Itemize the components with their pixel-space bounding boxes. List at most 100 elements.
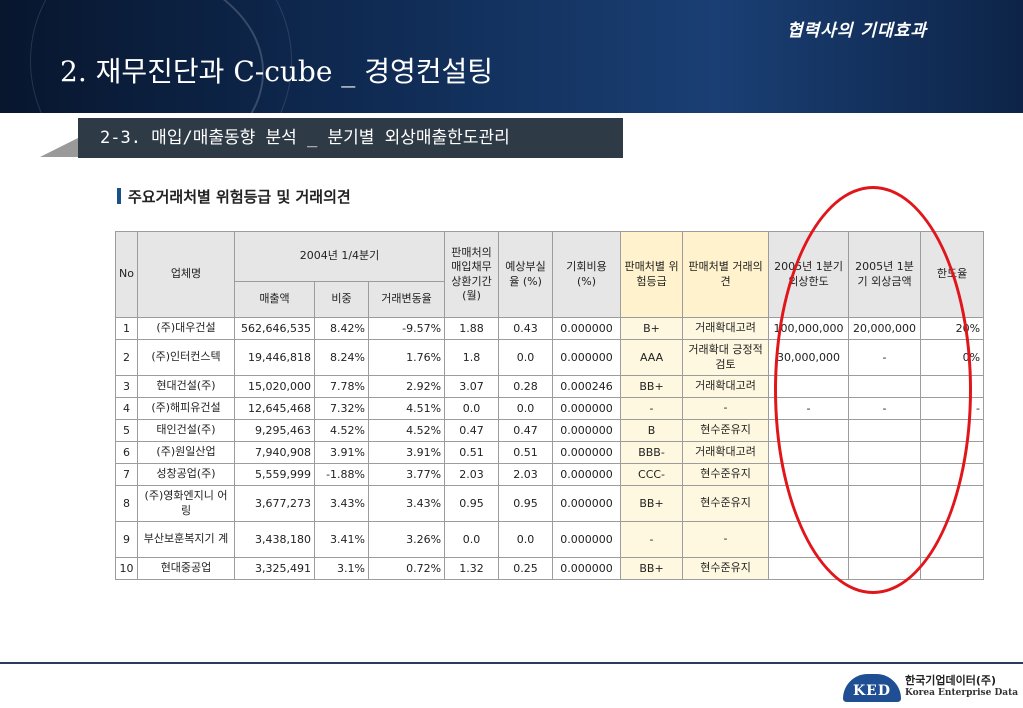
cell-opinion: - <box>682 521 770 558</box>
cell-ratio <box>920 441 985 464</box>
header-payback: 판매처의 매입채무 상환기간 (월) <box>444 231 500 318</box>
section-header: 2-3. 매입/매출동향 분석 _ 분기별 외상매출한도관리 <box>40 118 630 158</box>
cell-change: 3.77% <box>367 463 446 486</box>
header-period: 2004년 1/4분기 <box>233 231 446 282</box>
cell-payback: 0.47 <box>444 419 500 442</box>
section-title: 2-3. 매입/매출동향 분석 _ 분기별 외상매출한도관리 <box>78 118 623 158</box>
table-row: 8 (주)영화엔지니 어링 3,677,273 3.43% 3.43% 0.95 0.95 0… <box>115 485 985 522</box>
cell-oppcost: 0.000000 <box>552 557 622 580</box>
cell-change: 4.52% <box>367 419 446 442</box>
table-row: 2 (주)인터컨스텍 19,446,818 8.24% 1.76% 1.8 0.0 0.000… <box>115 339 985 376</box>
cell-share: -1.88% <box>314 463 369 486</box>
cell-limit <box>768 485 850 522</box>
cell-no: 10 <box>115 557 138 580</box>
header-baddebt: 예상부실 율 (%) <box>498 231 554 318</box>
cell-no: 4 <box>115 397 138 420</box>
header-share: 비중 <box>314 281 369 318</box>
table-row: 10 현대중공업 3,325,491 3.1% 0.72% 1.32 0.25 0.00000… <box>115 557 985 580</box>
header-oppcost: 기회비용 (%) <box>552 231 622 318</box>
cell-company: (주)대우건설 <box>137 317 235 340</box>
cell-baddebt: 0.47 <box>498 419 554 442</box>
subheading-marker <box>117 188 121 204</box>
cell-change: 0.72% <box>367 557 446 580</box>
cell-oppcost: 0.000000 <box>552 317 622 340</box>
cell-company: 현대중공업 <box>137 557 235 580</box>
cell-sales: 9,295,463 <box>234 419 315 442</box>
cell-amount <box>848 557 922 580</box>
cell-no: 5 <box>115 419 138 442</box>
cell-share: 3.41% <box>314 521 369 558</box>
cell-ratio <box>920 521 985 558</box>
cell-share: 3.1% <box>314 557 369 580</box>
cell-amount <box>848 441 922 464</box>
cell-company: (주)원일산업 <box>137 441 235 464</box>
cell-baddebt: 0.0 <box>498 521 554 558</box>
cell-amount <box>848 521 922 558</box>
header-sales: 매출액 <box>234 281 315 318</box>
table-row: 9 부산보훈복지기 계 3,438,180 3.41% 3.26% 0.0 0.0 0.000… <box>115 521 985 558</box>
cell-sales: 3,438,180 <box>234 521 315 558</box>
cell-opinion: 거래확대 긍정적검토 <box>682 339 770 376</box>
header-amount: 2005년 1분기 외상금액 <box>848 231 922 318</box>
cell-payback: 0.0 <box>444 397 500 420</box>
cell-ratio <box>920 375 985 398</box>
cell-opinion: 현수준유지 <box>682 419 770 442</box>
table-row: 4 (주)해피유건설 12,645,468 7.32% 4.51% 0.0 0.0 0.000… <box>115 397 985 420</box>
table-row: 5 태인건설(주) 9,295,463 4.52% 4.52% 0.47 0.47 0.000… <box>115 419 985 442</box>
header-change: 거래변동율 <box>367 281 446 318</box>
cell-opinion: 거래확대고려 <box>682 317 770 340</box>
cell-amount <box>848 485 922 522</box>
logo-name-ko: 한국기업데이터(주) <box>905 674 997 687</box>
cell-limit <box>768 557 850 580</box>
cell-ratio: 0% <box>920 339 985 376</box>
cell-sales: 12,645,468 <box>234 397 315 420</box>
cell-sales: 7,940,908 <box>234 441 315 464</box>
cell-change: -9.57% <box>367 317 446 340</box>
page-title: 2. 재무진단과 C-cube _ 경영컨설팅 <box>60 55 494 88</box>
cell-change: 3.43% <box>367 485 446 522</box>
header-opinion: 판매처별 거래의견 <box>682 231 770 318</box>
cell-oppcost: 0.000000 <box>552 441 622 464</box>
cell-oppcost: 0.000000 <box>552 419 622 442</box>
cell-payback: 2.03 <box>444 463 500 486</box>
cell-grade: B <box>620 419 684 442</box>
header-company: 업체명 <box>137 231 235 318</box>
risk-table: No 업체명 2004년 1/4분기 판매처의 매입채무 상환기간 (월) 예상… <box>115 231 985 580</box>
banner-decoration <box>30 0 292 113</box>
cell-ratio: 20% <box>920 317 985 340</box>
cell-oppcost: 0.000000 <box>552 397 622 420</box>
cell-opinion: 현수준유지 <box>682 485 770 522</box>
cell-company: (주)해피유건설 <box>137 397 235 420</box>
cell-sales: 562,646,535 <box>234 317 315 340</box>
cell-share: 8.42% <box>314 317 369 340</box>
header-banner: 협력사의 기대효과 2. 재무진단과 C-cube _ 경영컨설팅 <box>0 0 1023 113</box>
cell-company: 성창공업(주) <box>137 463 235 486</box>
cell-amount <box>848 463 922 486</box>
cell-amount: - <box>848 339 922 376</box>
cell-grade: CCC- <box>620 463 684 486</box>
cell-sales: 5,559,999 <box>234 463 315 486</box>
section-triangle <box>40 136 82 157</box>
cell-ratio <box>920 419 985 442</box>
cell-share: 3.43% <box>314 485 369 522</box>
header-limit: 2005년 1분기 외상한도 <box>768 231 850 318</box>
cell-payback: 0.95 <box>444 485 500 522</box>
cell-sales: 3,325,491 <box>234 557 315 580</box>
cell-grade: AAA <box>620 339 684 376</box>
cell-baddebt: 0.25 <box>498 557 554 580</box>
banner-tag: 협력사의 기대효과 <box>786 21 927 41</box>
header-ratio: 한도율 <box>920 231 985 318</box>
cell-share: 3.91% <box>314 441 369 464</box>
ked-logo: KED 한국기업데이터(주) Korea Enterprise Data <box>843 672 1018 704</box>
cell-change: 1.76% <box>367 339 446 376</box>
cell-payback: 1.88 <box>444 317 500 340</box>
cell-limit: - <box>768 397 850 420</box>
cell-oppcost: 0.000246 <box>552 375 622 398</box>
cell-baddebt: 0.95 <box>498 485 554 522</box>
cell-grade: - <box>620 397 684 420</box>
cell-limit <box>768 463 850 486</box>
cell-ratio <box>920 485 985 522</box>
logo-name-en: Korea Enterprise Data <box>905 688 1019 698</box>
header-grade: 판매처별 위험등급 <box>620 231 684 318</box>
cell-share: 7.78% <box>314 375 369 398</box>
